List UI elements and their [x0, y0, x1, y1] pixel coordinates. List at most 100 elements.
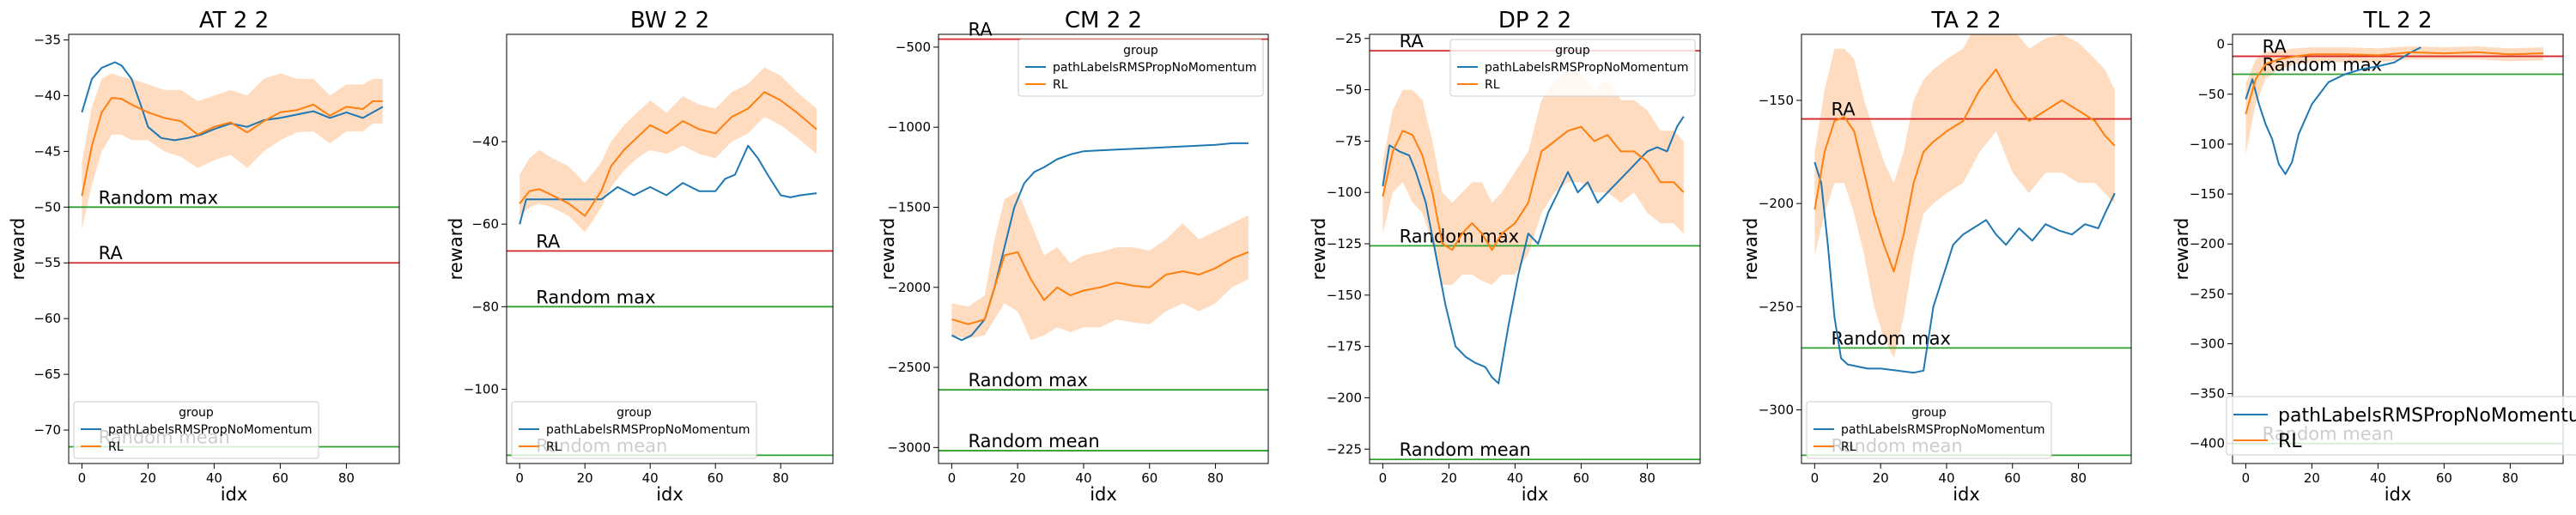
x-axis-label: idx	[1090, 484, 1117, 505]
y-tick-label: −200	[1759, 196, 1794, 211]
legend-rl-label: RL	[546, 440, 562, 454]
subplot-title: TL 2 2	[2363, 8, 2433, 33]
plot-area	[1370, 34, 1700, 464]
y-tick-label: −100	[1327, 185, 1362, 200]
axes-frame	[1369, 33, 1701, 464]
subplot-title: BW 2 2	[630, 8, 709, 33]
legend-title: group	[1123, 44, 1158, 58]
y-tick-label: −225	[1327, 441, 1362, 457]
legend: group pathLabelsRMSPropNoMomentum RL	[73, 401, 319, 459]
y-tick-label: −400	[2190, 436, 2225, 451]
axes-frame	[68, 33, 400, 464]
x-tick-label: 80	[773, 470, 789, 486]
x-tick-label: 80	[338, 470, 355, 486]
legend-rl-label: RL	[1053, 78, 1068, 92]
y-tick-label: −25	[1334, 31, 1362, 46]
y-tick-label: −80	[471, 299, 499, 314]
legend-box	[1449, 39, 1696, 97]
ra-label: RA	[969, 20, 993, 40]
legend-box	[73, 401, 319, 459]
legend-rl-label: RL	[1485, 78, 1500, 92]
legend-path-labels-label: pathLabelsRMSPropNoMomentum	[1485, 61, 1689, 75]
x-tick-label: 0	[1379, 470, 1388, 486]
y-axis-label: reward	[878, 218, 898, 281]
subplot-title: TA 2 2	[1930, 8, 2001, 33]
y-tick-label: −350	[2190, 386, 2225, 402]
x-tick-label: 60	[2004, 470, 2020, 486]
legend: group pathLabelsRMSPropNoMomentum RL	[1806, 401, 2052, 459]
x-tick-label: 40	[642, 470, 659, 486]
random-mean-label: Random mean	[969, 431, 1100, 451]
x-axis-label: idx	[1522, 484, 1549, 505]
y-tick-label: −300	[2190, 336, 2225, 351]
y-tick-label: −75	[1334, 133, 1362, 148]
y-tick-label: −40	[33, 88, 61, 103]
legend-path-labels-label: pathLabelsRMSPropNoMomentum	[1841, 423, 2045, 437]
x-tick-label: 60	[1573, 470, 1589, 486]
y-axis-label: reward	[1741, 218, 1761, 281]
y-tick-label: −250	[2190, 286, 2225, 301]
ra-label: RA	[99, 243, 124, 264]
x-tick-label: 40	[2370, 470, 2386, 486]
legend-path-labels-label: pathLabelsRMSPropNoMomentum	[1053, 61, 1257, 75]
y-tick-label: −60	[33, 311, 61, 326]
y-tick-label: −2000	[887, 280, 931, 295]
random-max-label: Random max	[1832, 328, 1951, 348]
y-tick-label: −250	[1759, 299, 1794, 314]
y-axis-label: reward	[1309, 218, 1329, 281]
ra-label: RA	[2263, 37, 2287, 58]
legend-path-labels-label: pathLabelsRMSPropNoMomentum	[108, 423, 313, 437]
legend-title: group	[179, 406, 214, 420]
x-tick-label: 0	[2242, 470, 2251, 486]
y-tick-label: −500	[896, 39, 931, 55]
legend-path-labels-label: pathLabelsRMSPropNoMomentum	[2278, 405, 2576, 427]
y-tick-label: −35	[33, 32, 61, 47]
random-max-label: Random max	[99, 187, 218, 208]
legend-title: group	[617, 406, 652, 420]
plot-area	[2233, 34, 2563, 464]
x-tick-label: 60	[2436, 470, 2452, 486]
x-tick-label: 40	[1507, 470, 1523, 486]
legend-title: group	[1555, 44, 1590, 58]
path-labels-series-line	[81, 61, 384, 142]
legend-box	[2226, 396, 2576, 456]
x-tick-label: 0	[515, 470, 524, 486]
x-tick-label: 80	[2502, 470, 2518, 486]
y-tick-label: −100	[464, 381, 499, 397]
y-tick-label: −60	[471, 216, 499, 232]
rl-series-line	[1814, 68, 2116, 273]
y-tick-label: −50	[33, 199, 61, 215]
rl-series-line	[951, 251, 1249, 325]
y-tick-label: −40	[471, 134, 499, 149]
y-tick-label: −150	[1759, 93, 1794, 108]
subplot-title: CM 2 2	[1065, 8, 1142, 33]
y-tick-label: −300	[1759, 403, 1794, 418]
x-tick-label: 40	[206, 470, 222, 486]
legend-rl-label: RL	[2278, 431, 2302, 452]
y-tick-label: −55	[33, 255, 61, 270]
y-tick-label: −125	[1327, 236, 1362, 251]
x-axis-label: idx	[2385, 484, 2412, 505]
y-axis-label: reward	[446, 218, 466, 281]
random-max-label: Random max	[1400, 226, 1519, 246]
y-tick-label: −150	[1327, 288, 1362, 303]
x-tick-label: 80	[1207, 470, 1224, 486]
legend-rl-label: RL	[108, 440, 124, 454]
y-tick-label: −175	[1327, 339, 1362, 354]
x-tick-label: 60	[708, 470, 724, 486]
legend: pathLabelsRMSPropNoMomentum RL	[2226, 396, 2576, 456]
x-tick-label: 20	[140, 470, 156, 486]
y-tick-label: −1500	[887, 199, 931, 215]
subplot-title: AT 2 2	[199, 8, 269, 33]
rl-confidence-band	[519, 67, 817, 233]
rl-confidence-band	[951, 191, 1249, 341]
path-labels-series-line	[519, 144, 817, 225]
legend-rl-label: RL	[1841, 440, 1856, 454]
x-axis-label: idx	[656, 484, 683, 505]
y-tick-label: −50	[2197, 87, 2225, 102]
random-max-label: Random max	[969, 370, 1088, 391]
